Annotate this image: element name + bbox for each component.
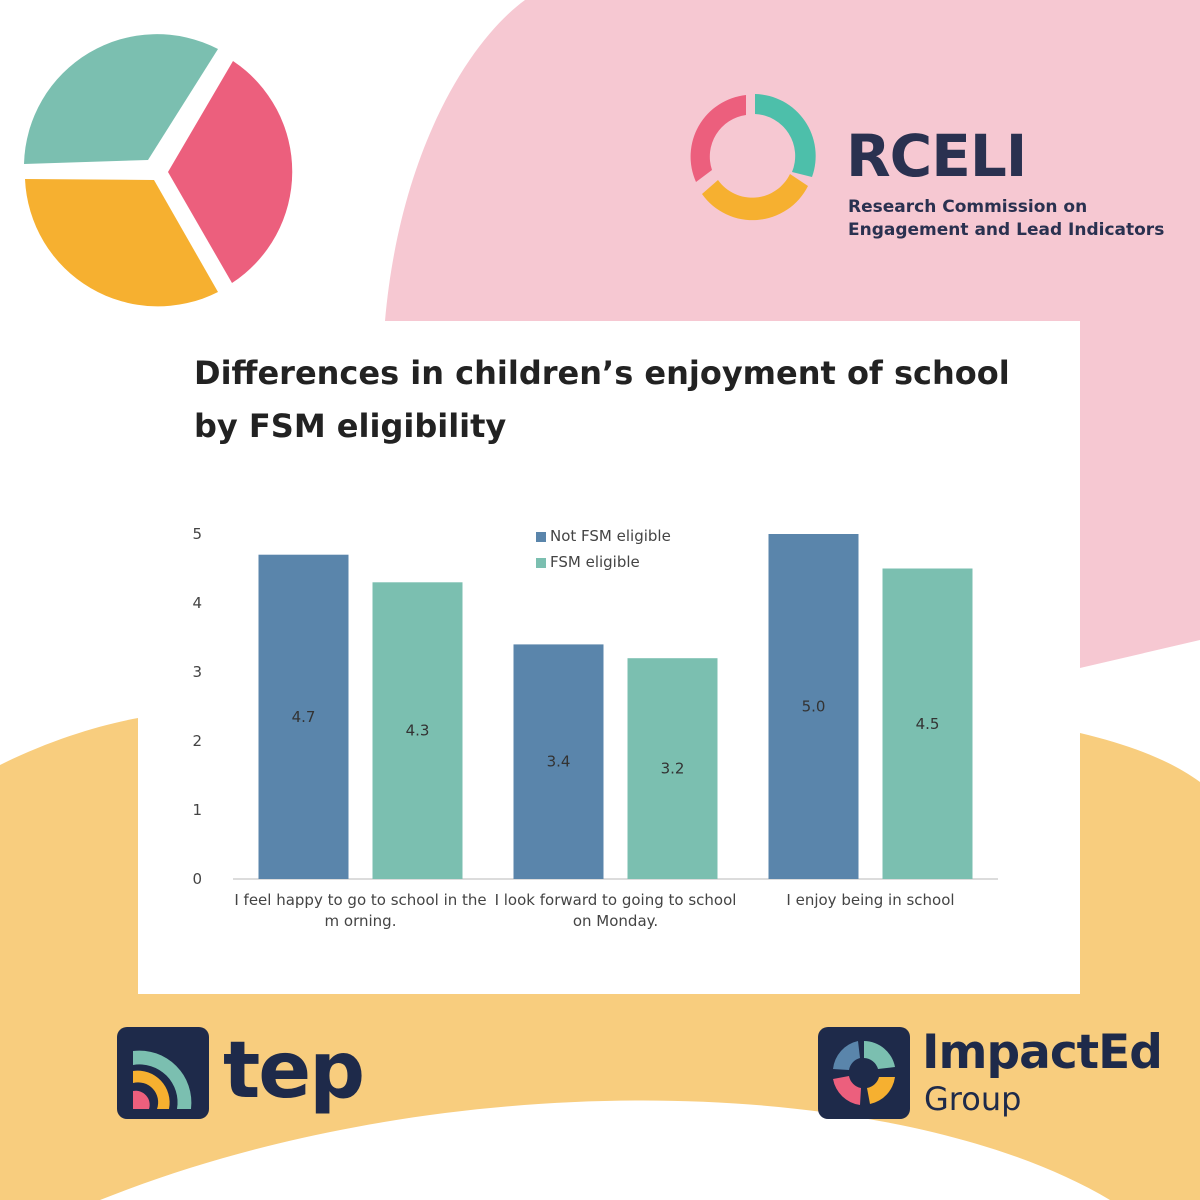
x-category-label-1-line-1: on Monday.	[573, 912, 658, 930]
decorative-pie-chart	[24, 34, 293, 307]
x-category-label-1-line-0: I look forward to going to school	[495, 891, 737, 909]
bar-fsm-2	[882, 568, 973, 879]
tep-signal-icon	[117, 1027, 209, 1119]
rceli-name: RCELI	[846, 122, 1027, 190]
rceli-full-line1: Research Commission on	[848, 197, 1088, 217]
impacted-name: ImpactEd	[922, 1025, 1163, 1080]
bar-fsm-1	[627, 658, 718, 879]
data-label-not-fsm-2: 5.0	[802, 698, 826, 716]
y-tick-label-4: 4	[192, 594, 202, 612]
impacted-sub: Group	[924, 1080, 1022, 1118]
rceli-full-name: Research Commission on Engagement and Le…	[848, 196, 1168, 242]
y-tick-label-2: 2	[192, 732, 202, 750]
x-category-label-0-line-0: I feel happy to go to school in the	[234, 891, 486, 909]
y-tick-label-5: 5	[192, 525, 202, 543]
rceli-logo: RCELI Research Commission on Engagement …	[680, 82, 1164, 252]
chart-card: Differences in children’s enjoyment of s…	[138, 321, 1080, 994]
x-category-label-2-line-0: I enjoy being in school	[786, 891, 954, 909]
bar-not-fsm-1	[513, 644, 604, 879]
pie-slice-yellow	[25, 179, 218, 307]
legend-swatch-1	[536, 558, 546, 568]
data-label-not-fsm-1: 3.4	[547, 753, 571, 771]
x-category-label-0-line-1: m orning.	[325, 912, 397, 930]
tep-name: tep	[223, 1026, 365, 1116]
y-tick-label-0: 0	[192, 870, 202, 888]
bar-not-fsm-2	[768, 534, 859, 879]
y-tick-label-3: 3	[192, 663, 202, 681]
impacted-ring-icon	[818, 1027, 910, 1119]
data-label-fsm-0: 4.3	[406, 722, 430, 740]
bar-fsm-0	[372, 582, 463, 879]
legend-label-1: FSM eligible	[550, 553, 640, 571]
impacted-logo: ImpactEd Group	[818, 1025, 1178, 1119]
chart-title: Differences in children’s enjoyment of s…	[194, 354, 1010, 445]
tep-logo: tep	[117, 1026, 377, 1119]
legend-swatch-0	[536, 532, 546, 542]
data-label-not-fsm-0: 4.7	[292, 708, 316, 726]
bar-chart: 0 1 2 3 4 5 4.7 4.3 I feel happy to go to school…	[192, 525, 998, 930]
data-label-fsm-1: 3.2	[661, 760, 685, 778]
rceli-full-line2: Engagement and Lead Indicators	[848, 220, 1165, 240]
y-tick-label-1: 1	[192, 801, 202, 819]
pie-slice-pink	[168, 61, 293, 283]
rceli-cycle-icon	[690, 94, 816, 221]
legend-label-0: Not FSM eligible	[550, 527, 671, 545]
pie-slice-teal	[24, 34, 218, 164]
pink-background-shape	[385, 0, 1200, 668]
data-label-fsm-2: 4.5	[916, 715, 940, 733]
bar-not-fsm-0	[258, 554, 349, 879]
